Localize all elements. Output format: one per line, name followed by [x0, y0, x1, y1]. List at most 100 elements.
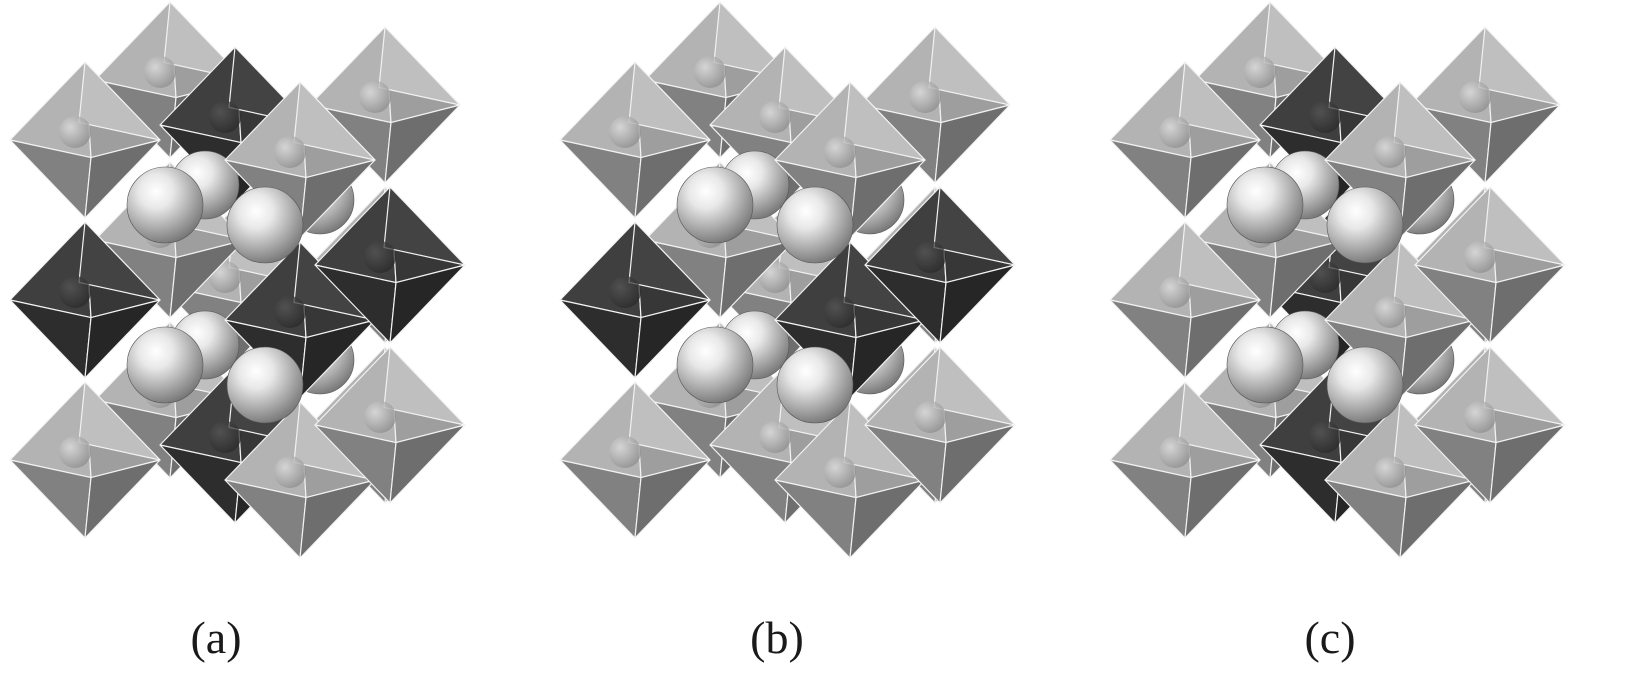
b-site-atom — [759, 101, 791, 133]
a-site-sphere — [1226, 166, 1304, 244]
b-site-atom — [59, 436, 91, 468]
b-site-atom — [274, 296, 306, 328]
b-site-atom — [1309, 101, 1341, 133]
b-site-atom — [1244, 56, 1276, 88]
b-site-atom — [209, 421, 241, 453]
octahedron-middle-left — [1109, 221, 1261, 379]
b-site-atom — [59, 116, 91, 148]
panel-b-structure — [559, 1, 1016, 559]
octahedron-top-front-left — [1109, 61, 1261, 219]
octahedron-bottom-front-right — [864, 346, 1016, 504]
octahedron-face — [634, 299, 711, 379]
a-site-sphere — [776, 186, 854, 264]
octahedron-face — [378, 26, 461, 106]
octahedron-face — [1393, 81, 1476, 161]
octahedron-face — [1184, 139, 1261, 219]
octahedron-face — [1484, 104, 1561, 184]
octahedron-face — [389, 264, 466, 344]
octahedron-face — [389, 424, 466, 504]
b-site-atom — [144, 56, 176, 88]
octahedron-face — [1489, 424, 1566, 504]
octahedron-face — [84, 459, 161, 539]
octahedron-face — [1184, 459, 1261, 539]
b-site-atom — [914, 401, 946, 433]
b-site-atom — [914, 241, 946, 273]
b-site-atom — [274, 456, 306, 488]
octahedron-face — [628, 61, 711, 141]
octahedron-face — [849, 319, 926, 399]
b-site-atom — [759, 421, 791, 453]
octahedron-face — [84, 139, 161, 219]
octahedron-face — [934, 104, 1011, 184]
octahedron-face — [933, 346, 1016, 426]
a-site-sphere — [226, 346, 304, 424]
b-site-atom — [1374, 456, 1406, 488]
octahedron-bottom-front-center — [774, 401, 926, 559]
octahedron-bottom-front-right — [314, 346, 466, 504]
octahedron-face — [939, 264, 1016, 344]
a-site-sphere — [1226, 326, 1304, 404]
panel-a-label: (a) — [190, 612, 242, 663]
octahedron-top-front-center — [774, 81, 926, 239]
b-site-atom — [609, 276, 641, 308]
octahedron-face — [78, 221, 161, 301]
panel-b-label: (b) — [750, 612, 804, 663]
b-site-atom — [824, 296, 856, 328]
b-site-atom — [1159, 436, 1191, 468]
b-site-atom — [824, 456, 856, 488]
octahedron-face — [384, 104, 461, 184]
b-site-atom — [909, 81, 941, 113]
octahedron-face — [1269, 239, 1346, 319]
octahedron-bottom-front-left — [559, 381, 711, 539]
octahedron-middle-right — [1414, 186, 1566, 344]
b-site-atom — [1309, 421, 1341, 453]
octahedron-middle-left — [9, 221, 161, 379]
octahedron-face — [1399, 319, 1476, 399]
octahedron-face — [1489, 264, 1566, 344]
octahedron-face — [1178, 61, 1261, 141]
octahedron-face — [849, 159, 926, 239]
octahedron-face — [299, 479, 376, 559]
b-site-atom — [1374, 136, 1406, 168]
octahedron-face — [383, 186, 466, 266]
b-site-atom — [1464, 401, 1496, 433]
octahedron-face — [299, 319, 376, 399]
octahedron-face — [1399, 159, 1476, 239]
b-site-atom — [824, 136, 856, 168]
b-site-atom — [1159, 276, 1191, 308]
octahedron-middle-left — [559, 221, 711, 379]
octahedron-face — [634, 139, 711, 219]
a-site-sphere — [776, 346, 854, 424]
a-site-sphere — [126, 166, 204, 244]
octahedron-face — [843, 81, 926, 161]
octahedron-face — [1178, 381, 1261, 461]
octahedron-face — [169, 239, 246, 319]
octahedron-face — [1399, 479, 1476, 559]
b-site-atom — [694, 56, 726, 88]
octahedron-bottom-front-left — [1109, 381, 1261, 539]
b-site-atom — [274, 136, 306, 168]
octahedron-face — [933, 186, 1016, 266]
panel-c-label: (c) — [1304, 612, 1356, 663]
octahedron-top-front-center — [1324, 81, 1476, 239]
octahedron-face — [628, 381, 711, 461]
octahedron-top-front-center — [224, 81, 376, 239]
a-site-sphere — [126, 326, 204, 404]
b-site-atom — [364, 401, 396, 433]
b-site-atom — [359, 81, 391, 113]
octahedron-face — [78, 61, 161, 141]
a-site-sphere — [676, 166, 754, 244]
octahedron-face — [634, 459, 711, 539]
octahedron-face — [719, 239, 796, 319]
octahedron-bottom-front-right — [1414, 346, 1566, 504]
b-site-atom — [364, 241, 396, 273]
b-site-atom — [1459, 81, 1491, 113]
octahedron-face — [1483, 186, 1566, 266]
b-site-atom — [209, 101, 241, 133]
a-site-sphere — [226, 186, 304, 264]
octahedron-bottom-front-left — [9, 381, 161, 539]
octahedron-face — [1483, 346, 1566, 426]
octahedron-face — [939, 424, 1016, 504]
b-site-atom — [609, 436, 641, 468]
